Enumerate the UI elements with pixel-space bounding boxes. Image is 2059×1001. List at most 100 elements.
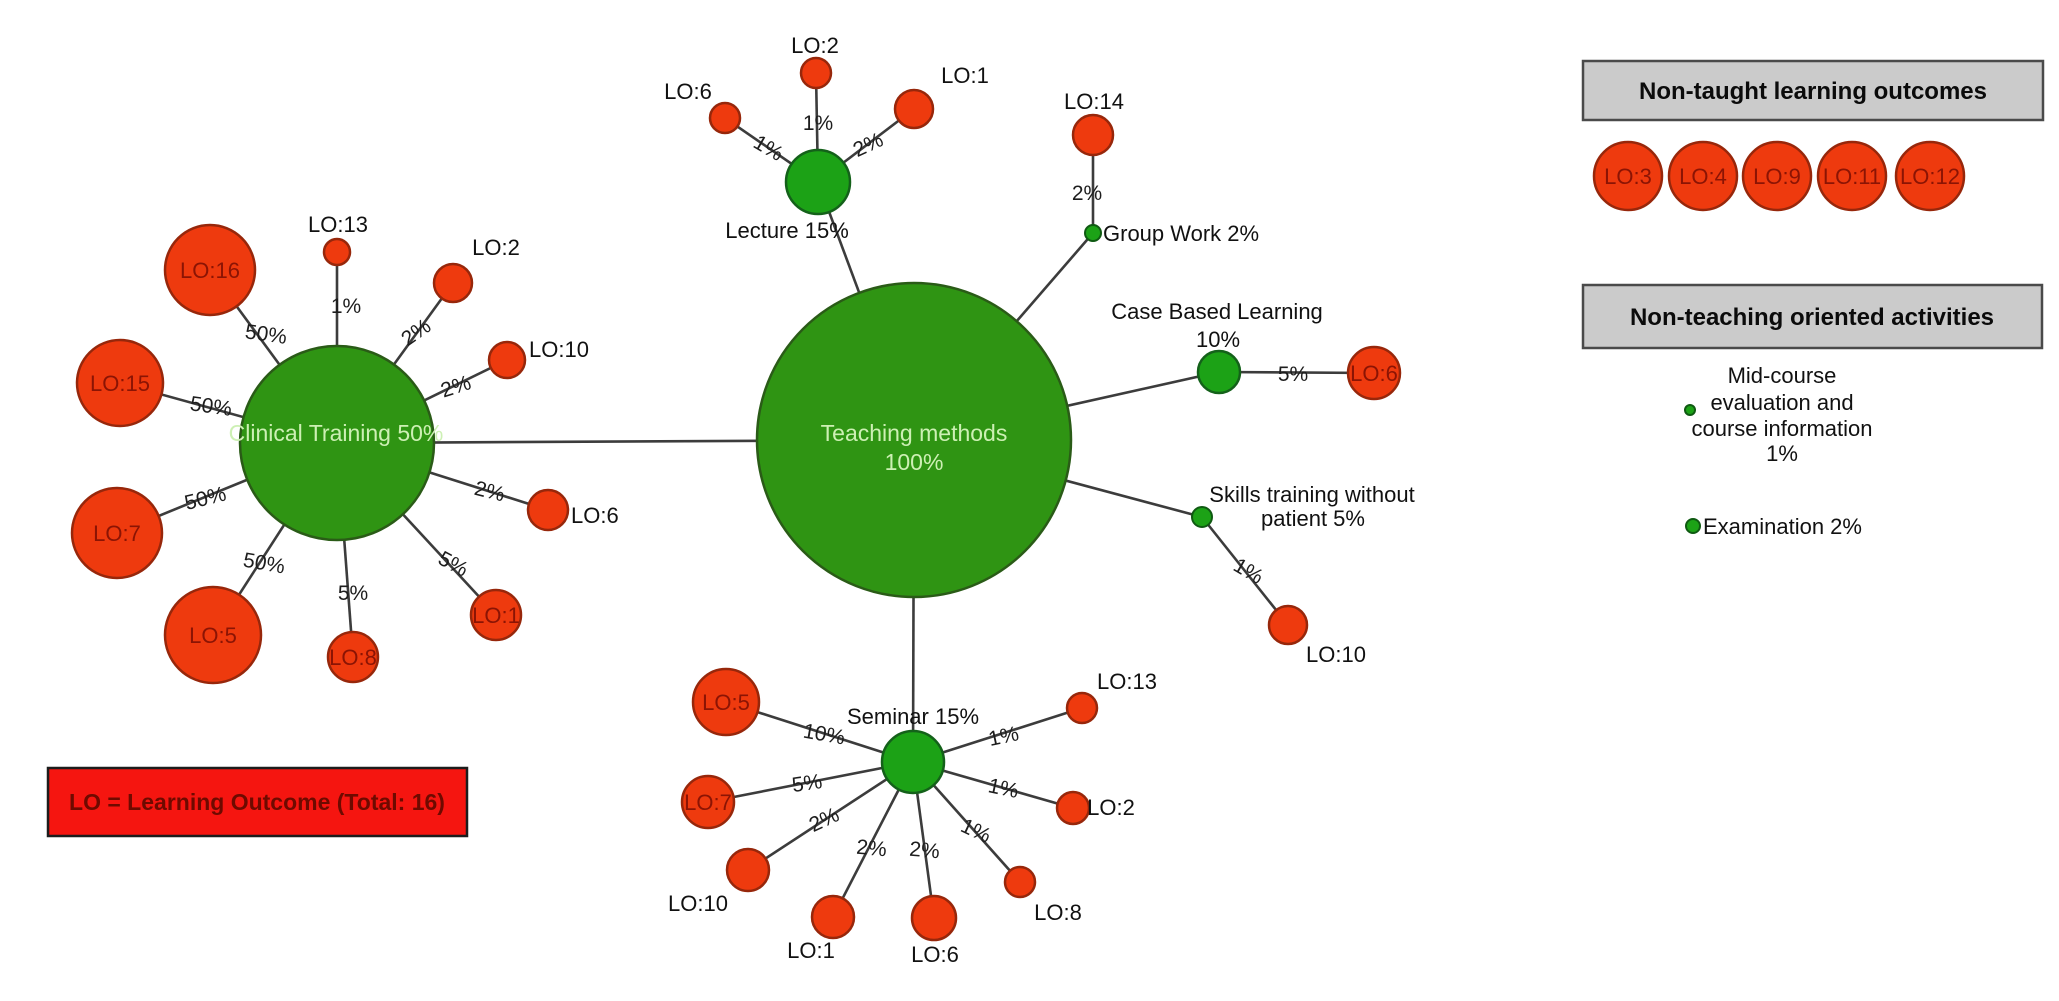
pct-seminar-lo7: 5% — [790, 770, 823, 797]
examination-dot — [1685, 518, 1701, 534]
case-based-learning-circle — [1196, 349, 1242, 395]
seminar-circle — [880, 729, 946, 795]
seminar-lo10-label: LO:10 — [668, 891, 728, 916]
clinical-training-label: Clinical Training 50% — [229, 420, 444, 446]
case-based-label-line1: Case Based Learning — [1111, 299, 1323, 324]
clinical-lo15-node — [75, 338, 165, 428]
pct-clinical-lo5: 50% — [241, 549, 286, 579]
clinical-lo1-label: LO:1 — [472, 603, 520, 628]
pct-clinical-lo2: 2% — [397, 315, 435, 351]
lecture-lo6-label: LO:6 — [664, 79, 712, 104]
pct-groupwork-lo14: 2% — [1072, 182, 1102, 205]
seminar-lo8-node — [1003, 865, 1037, 899]
skills-label-line1: Skills training without — [1209, 482, 1414, 507]
non-teaching-title: Non-teaching oriented activities — [1630, 304, 1994, 331]
lo-on-circle-labels: LO:16 LO:15 LO:7 LO:5 LO:1 LO:8 LO:5 LO:… — [90, 258, 1398, 815]
pct-lecture-lo6: 1% — [749, 131, 787, 166]
pct-clinical-lo7: 50% — [182, 482, 228, 514]
legend: LO = Learning Outcome (Total: 16) — [46, 766, 469, 838]
clinical-lo10-node — [487, 340, 527, 380]
pct-clinical-lo13: 1% — [331, 295, 361, 318]
seminar-lo10-node — [725, 847, 771, 893]
casebased-lo6-label: LO:6 — [1350, 361, 1398, 386]
non-taught-lo12-node — [1894, 140, 1966, 212]
non-taught-header-box — [1581, 59, 2045, 122]
seminar-lo5-node — [691, 667, 761, 737]
edge-seminar-lo7 — [707, 760, 914, 804]
clinical-lo5-node — [163, 585, 263, 685]
pct-clinical-lo15: 50% — [188, 392, 233, 421]
seminar-lo7-node — [680, 774, 736, 830]
skills-label-line2: patient 5% — [1261, 506, 1365, 531]
seminar-label: Seminar 15% — [847, 704, 979, 729]
clinical-lo10-label: LO:10 — [529, 337, 589, 362]
clinical-lo13-label: LO:13 — [308, 212, 368, 237]
non-taught-lo4-node — [1667, 140, 1739, 212]
pct-clinical-lo10: 2% — [438, 371, 474, 402]
clinical-lo5-label: LO:5 — [189, 623, 237, 648]
pct-seminar-lo13: 1% — [986, 722, 1020, 751]
examination-label: Examination 2% — [1703, 514, 1862, 539]
mid-course-line1: Mid-course — [1728, 363, 1837, 388]
groupwork-lo14-node — [1071, 113, 1115, 157]
non-teaching-header-box — [1581, 283, 2044, 350]
seminar-lo7-label: LO:7 — [684, 790, 732, 815]
clinical-lo6-node — [526, 488, 570, 532]
pct-seminar-lo5: 10% — [801, 720, 846, 750]
teaching-methods-label: Teaching methods — [821, 420, 1008, 446]
mid-course-dot — [1684, 404, 1696, 416]
legend-label: LO = Learning Outcome (Total: 16) — [69, 789, 445, 815]
pct-clinical-lo8: 5% — [338, 582, 368, 605]
seminar-lo1-node — [810, 894, 856, 940]
casebased-lo6-node — [1346, 345, 1402, 401]
seminar-lo13-node — [1065, 691, 1099, 725]
pct-seminar-lo2: 1% — [986, 774, 1020, 803]
seminar-lo8-label: LO:8 — [1034, 900, 1082, 925]
clinical-lo8-label: LO:8 — [329, 645, 377, 670]
pct-seminar-lo1: 2% — [855, 836, 887, 862]
edge-skills-lo10 — [1200, 516, 1290, 626]
mid-course-percent: 1% — [1766, 441, 1798, 466]
lecture-lo2-node — [799, 56, 833, 90]
seminar-lo6-label: LO:6 — [911, 942, 959, 967]
seminar-lo5-label: LO:5 — [702, 690, 750, 715]
pct-lecture-lo2: 1% — [803, 112, 833, 135]
non-taught-lo11-node — [1816, 140, 1888, 212]
clinical-lo2-node — [432, 262, 474, 304]
skills-lo10-node — [1267, 604, 1309, 646]
non-taught-title: Non-taught learning outcomes — [1639, 78, 1987, 105]
non-taught-panel: Non-taught learning outcomes LO:3 LO:4 L… — [1581, 59, 2045, 212]
teaching-methods-percent: 100% — [885, 449, 944, 475]
seminar-lo2-node — [1055, 790, 1091, 826]
non-taught-lo12-label: LO:12 — [1900, 164, 1960, 189]
group-work-label: Group Work 2% — [1103, 221, 1259, 246]
clinical-lo1-node — [469, 588, 523, 642]
clinical-training-circle — [238, 344, 436, 542]
non-taught-lo9-node — [1741, 140, 1813, 212]
clinical-lo15-label: LO:15 — [90, 371, 150, 396]
non-taught-lo4-label: LO:4 — [1679, 164, 1727, 189]
outcome-nodes — [70, 56, 1402, 942]
non-taught-lo3-node — [1592, 140, 1664, 212]
clinical-lo6-label: LO:6 — [571, 503, 619, 528]
clinical-lo13-node — [322, 237, 352, 267]
non-taught-lo3-label: LO:3 — [1604, 164, 1652, 189]
legend-box — [46, 766, 469, 838]
seminar-lo6-node — [910, 894, 958, 942]
clinical-lo7-label: LO:7 — [93, 521, 141, 546]
clinical-lo7-node — [70, 486, 164, 580]
seminar-lo1-label: LO:1 — [787, 938, 835, 963]
skills-training-dot — [1191, 506, 1213, 528]
lecture-label: Lecture 15% — [725, 218, 849, 243]
pct-clinical-lo1: 5% — [434, 547, 472, 582]
non-teaching-panel: Non-teaching oriented activities Mid-cou… — [1581, 283, 2044, 539]
pct-clinical-lo6: 2% — [472, 477, 507, 507]
clinical-lo16-node — [163, 223, 257, 317]
pct-casebased-lo6: 5% — [1278, 363, 1308, 386]
seminar-lo13-label: LO:13 — [1097, 669, 1157, 694]
skills-lo10-label: LO:10 — [1306, 642, 1366, 667]
clinical-lo8-node — [326, 630, 380, 684]
teaching-methods-circle — [755, 281, 1073, 599]
